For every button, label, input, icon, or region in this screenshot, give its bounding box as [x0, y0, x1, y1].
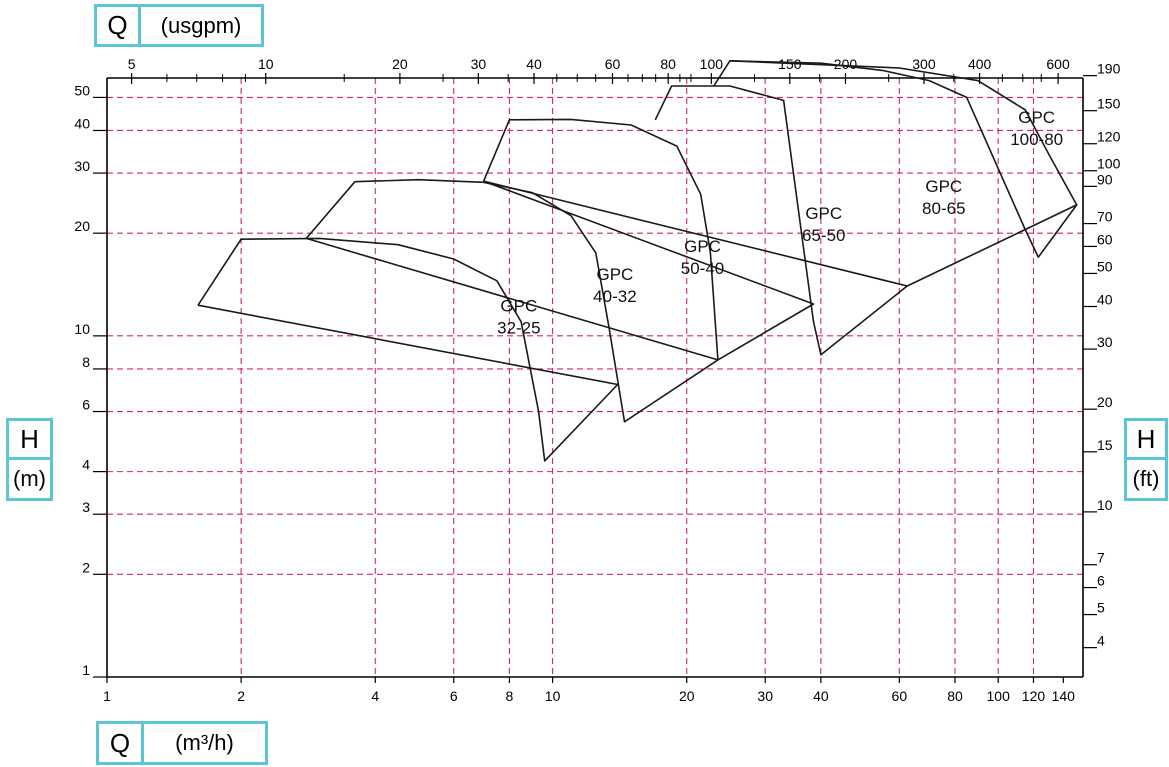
curve-gpc-40-32	[305, 178, 719, 423]
tick-label-left: 30	[74, 158, 90, 174]
tick-label-bottom: 60	[892, 688, 908, 704]
tick-label-left: 20	[74, 218, 90, 234]
tick-label-bottom: 120	[1022, 688, 1046, 704]
tick-label-right: 100	[1097, 156, 1121, 172]
h-right-unit-box: (ft)	[1124, 457, 1168, 501]
tick-label-left: 8	[82, 354, 90, 370]
tick-label-bottom: 10	[545, 688, 561, 704]
tick-label-bottom: 2	[237, 688, 245, 704]
curve-gpc-32-25	[197, 237, 619, 462]
tick-label-left: 1	[82, 662, 90, 678]
axis-ticks: 1 2 4 6 8 10 20 30 40 60 80 100 120 140 1 2 3 4 6 8 10 20 30 40…	[74, 56, 1120, 704]
tick-label-right: 7	[1097, 550, 1105, 566]
tick-label-right: 40	[1097, 291, 1113, 307]
q-top-unit-box: (usgpm)	[138, 4, 264, 47]
q-bottom-unit-box: (m³/h)	[141, 721, 268, 765]
tick-label-bottom: 1	[103, 688, 111, 704]
tick-label-right: 10	[1097, 497, 1113, 513]
curve-gpc-50-40	[482, 118, 815, 361]
tick-label-bottom: 4	[371, 688, 379, 704]
tick-label-top: 20	[392, 56, 408, 72]
curve-gpc-100-80	[729, 60, 1078, 206]
tick-label-top: 100	[700, 56, 724, 72]
tick-label-left: 2	[82, 559, 90, 575]
tick-label-right: 190	[1097, 61, 1121, 77]
tick-label-right: 70	[1097, 209, 1113, 225]
tick-label-right: 5	[1097, 600, 1105, 616]
curve-label: GPC 50-40	[681, 237, 724, 278]
h-right-symbol-box: H	[1124, 418, 1168, 460]
curve-labels: GPC 32-25 GPC 40-32 GPC 50-40 GPC 65-50 GPC 80-65…	[497, 108, 1063, 337]
tick-label-right: 30	[1097, 334, 1113, 350]
tick-label-left: 6	[82, 397, 90, 413]
tick-label-left: 4	[82, 457, 90, 473]
tick-label-bottom: 40	[813, 688, 829, 704]
tick-label-top: 5	[128, 56, 136, 72]
tick-label-left: 50	[74, 82, 90, 98]
tick-label-top: 200	[834, 56, 858, 72]
tick-label-top: 80	[660, 56, 676, 72]
tick-label-bottom: 30	[757, 688, 773, 704]
h-left-unit-box: (m)	[6, 457, 53, 501]
tick-label-bottom: 80	[947, 688, 963, 704]
tick-label-top: 300	[912, 56, 936, 72]
pump-curves	[197, 59, 1078, 462]
curve-gpc-65-50	[483, 85, 909, 356]
tick-label-right: 4	[1097, 633, 1105, 649]
tick-label-bottom: 6	[450, 688, 458, 704]
axes-frame	[106, 77, 1084, 678]
tick-label-top: 40	[526, 56, 542, 72]
tick-label-right: 20	[1097, 394, 1113, 410]
tick-label-right: 50	[1097, 258, 1113, 274]
curve-label: GPC 100-80	[1010, 108, 1063, 149]
tick-label-bottom: 100	[987, 688, 1011, 704]
q-top-symbol-box: Q	[94, 4, 141, 47]
tick-label-right: 120	[1097, 129, 1121, 145]
tick-label-bottom: 140	[1052, 688, 1076, 704]
tick-label-left: 10	[74, 321, 90, 337]
tick-label-right: 90	[1097, 171, 1113, 187]
tick-label-top: 60	[605, 56, 621, 72]
tick-label-right: 6	[1097, 573, 1105, 589]
tick-label-top: 600	[1046, 56, 1070, 72]
curve-label: GPC 80-65	[922, 177, 965, 218]
tick-label-right: 60	[1097, 231, 1113, 247]
tick-label-top: 400	[968, 56, 992, 72]
tick-label-top: 10	[258, 56, 274, 72]
grid-lines	[107, 78, 1083, 677]
tick-label-left: 3	[82, 499, 90, 515]
tick-label-right: 150	[1097, 96, 1121, 112]
curve-label: GPC 40-32	[593, 265, 636, 306]
tick-label-top: 30	[471, 56, 487, 72]
curve-label: GPC 32-25	[497, 296, 540, 337]
q-bottom-symbol-box: Q	[96, 721, 144, 765]
h-left-symbol-box: H	[6, 418, 53, 460]
curve-label: GPC 65-50	[802, 204, 845, 245]
tick-label-left: 40	[74, 115, 90, 131]
tick-label-bottom: 8	[506, 688, 514, 704]
tick-label-bottom: 20	[679, 688, 695, 704]
tick-label-right: 15	[1097, 437, 1113, 453]
